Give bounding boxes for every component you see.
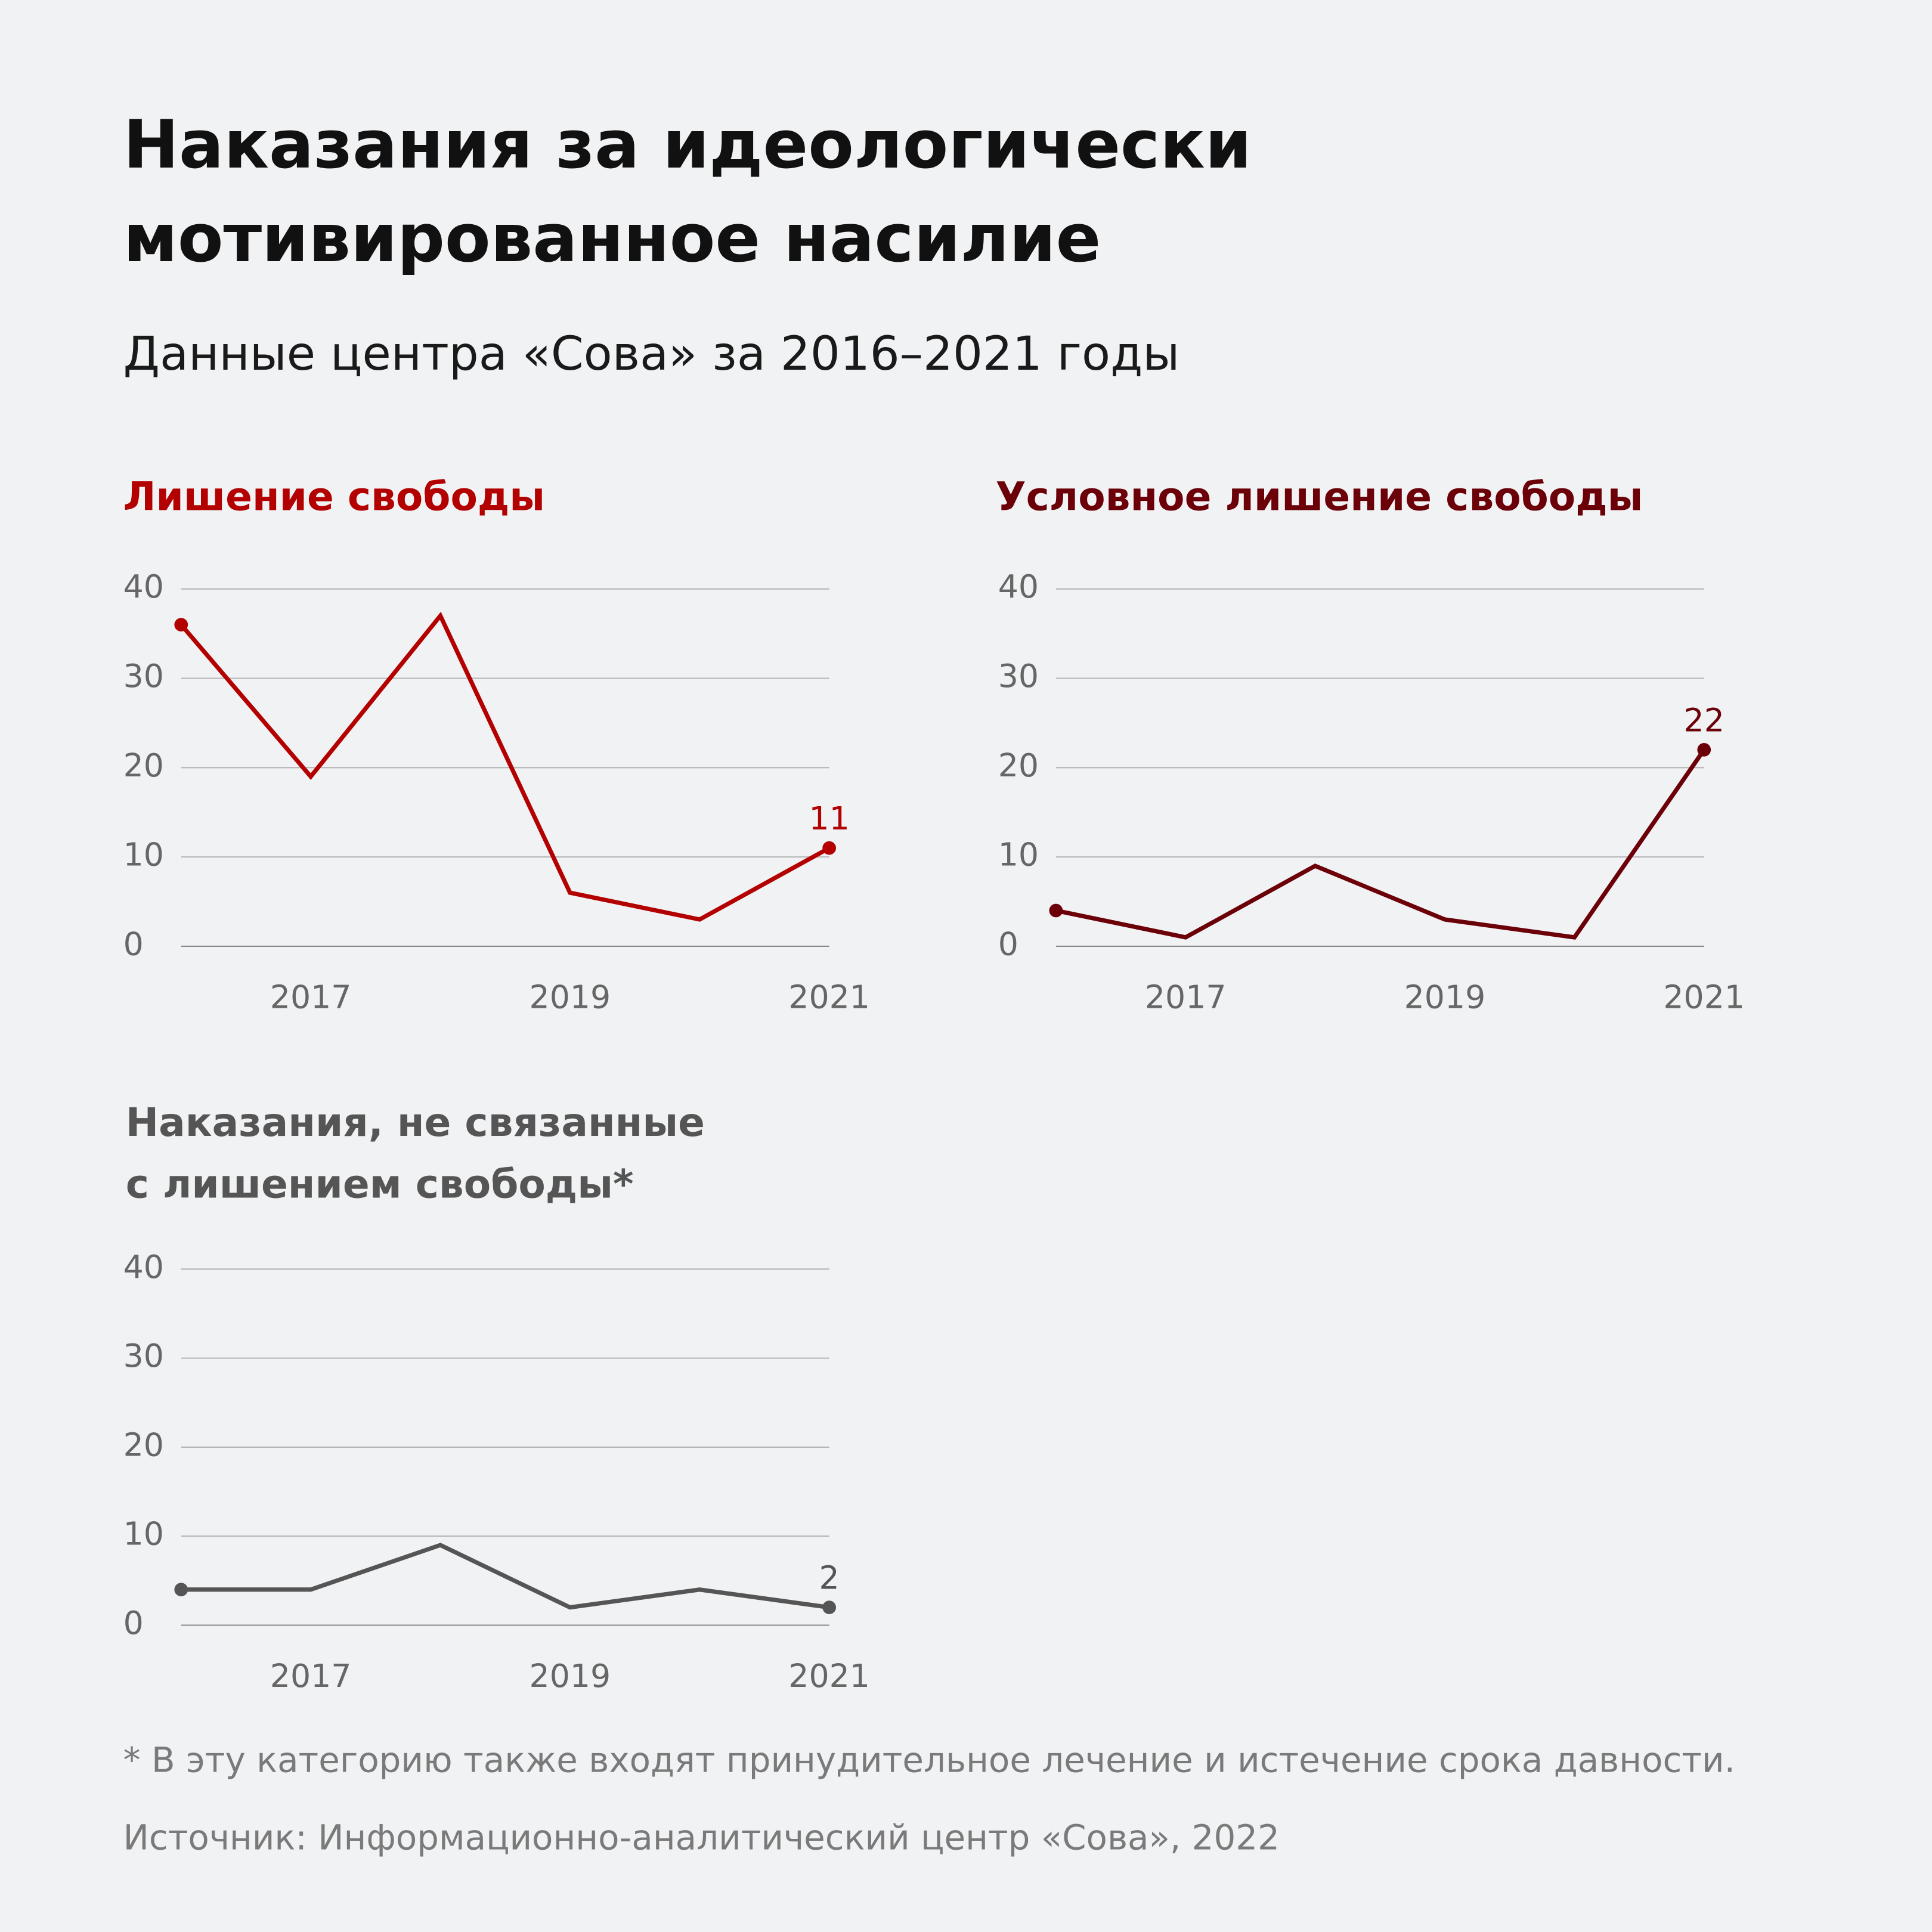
y-tick-label: 10 [123, 836, 164, 874]
x-tick-label: 2019 [530, 978, 611, 1015]
footnote: * В эту категорию также входят принудите… [123, 1739, 1736, 1781]
chart-1-title: Лишение свободы [123, 473, 546, 520]
y-tick-label: 40 [998, 568, 1039, 605]
y-tick-label: 20 [123, 747, 164, 784]
x-tick-label: 2019 [1404, 978, 1486, 1015]
data-point-end [822, 1600, 837, 1614]
x-tick-label: 2017 [270, 978, 352, 1015]
series-line [181, 1543, 830, 1610]
chart-2-title: Условное лишение свободы [995, 473, 1643, 520]
y-tick-label: 0 [123, 1604, 144, 1642]
data-point-start [174, 618, 188, 631]
x-tick-label: 2019 [530, 1657, 611, 1695]
series-line [179, 611, 831, 922]
chart-3-title-line-2: с лишением свободы* [125, 1160, 634, 1208]
subtitle: Данные центра «Сова» за 2016–2021 годы [123, 326, 1180, 381]
y-tick-label: 40 [123, 568, 164, 605]
y-tick-label: 30 [123, 1337, 164, 1374]
title-line-1: Наказания за идеологически [123, 106, 1252, 184]
y-tick-label: 40 [123, 1248, 164, 1286]
data-point-end [822, 841, 837, 855]
y-tick-label: 30 [998, 657, 1039, 695]
source-note: Источник: Информационно-аналитический це… [123, 1817, 1280, 1859]
x-tick-label: 2021 [788, 1657, 870, 1695]
chart-3-title: Наказания, не связанные с лишением свобо… [126, 1092, 705, 1215]
y-tick-label: 10 [998, 836, 1039, 874]
end-value-label: 22 [1684, 701, 1724, 739]
y-tick-label: 20 [998, 747, 1039, 784]
page-title: Наказания за идеологически мотивированно… [123, 98, 1252, 286]
data-point-start [1049, 903, 1063, 918]
chart-3-title-line-1: Наказания, не связанные [125, 1099, 705, 1146]
y-tick-label: 10 [123, 1515, 164, 1553]
x-tick-label: 2021 [788, 978, 870, 1015]
series-line [1055, 748, 1706, 940]
x-tick-label: 2017 [1145, 978, 1227, 1015]
end-value-label: 11 [809, 800, 849, 837]
y-tick-label: 0 [123, 925, 144, 962]
data-point-start [174, 1583, 188, 1597]
y-tick-label: 20 [123, 1426, 164, 1463]
x-tick-label: 2021 [1663, 978, 1745, 1015]
title-line-2: мотивированное насилие [123, 199, 1101, 277]
y-tick-label: 0 [998, 925, 1018, 962]
y-tick-label: 30 [123, 657, 164, 695]
data-point-end [1697, 742, 1711, 757]
x-tick-label: 2017 [270, 1657, 352, 1695]
end-value-label: 2 [819, 1559, 840, 1597]
